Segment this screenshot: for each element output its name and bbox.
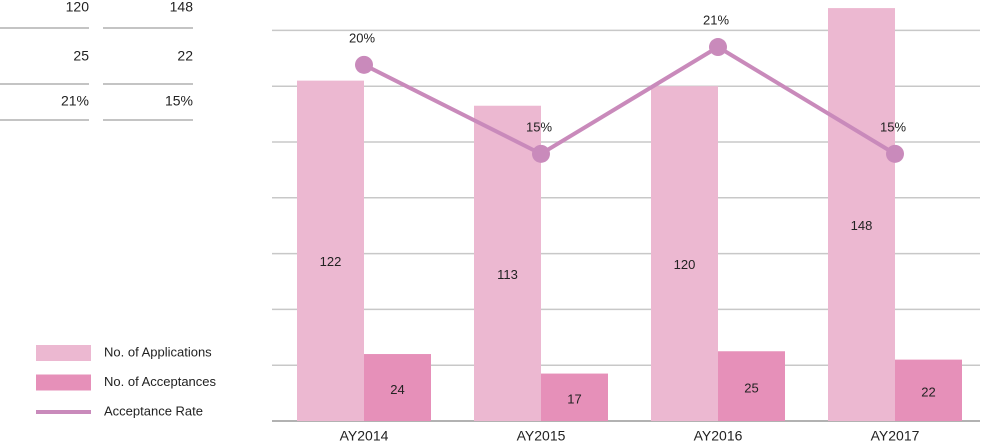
legend-swatch <box>36 410 91 414</box>
table-cell: 22 <box>177 48 193 64</box>
rate-label: 15% <box>526 119 552 134</box>
bar <box>828 8 895 422</box>
rate-line <box>363 44 897 157</box>
rate-label: 20% <box>349 30 375 45</box>
x-tick-label: AY2014 <box>340 428 389 444</box>
table-cell: 15% <box>165 93 193 109</box>
bar <box>895 359 962 421</box>
rate-point <box>355 55 373 74</box>
bar-label: 113 <box>497 267 518 282</box>
bar <box>474 105 541 421</box>
x-tick-label: AY2016 <box>694 428 743 444</box>
rate-label: 15% <box>880 119 906 134</box>
rate-label: 21% <box>703 12 729 27</box>
bar <box>364 354 431 421</box>
legend-label: Acceptance Rate <box>104 403 203 418</box>
legend-swatch <box>36 345 91 361</box>
bar <box>297 80 364 422</box>
table-cell: 21% <box>61 93 89 109</box>
table-cell: 120 <box>66 0 90 15</box>
legend-label: No. of Applications <box>104 344 212 359</box>
x-tick-label: AY2015 <box>517 428 566 444</box>
legend-swatch <box>36 374 91 391</box>
bar <box>651 86 718 421</box>
rate-point <box>709 38 727 57</box>
table-cell: 25 <box>73 48 89 64</box>
table-cell: 148 <box>170 0 194 15</box>
bar-label: 24 <box>390 382 404 397</box>
rate-point <box>886 144 904 163</box>
rate-point <box>532 144 550 163</box>
bar-label: 120 <box>674 257 696 272</box>
bar <box>718 351 785 421</box>
bar <box>541 373 608 421</box>
legend-label: No. of Acceptances <box>104 374 217 389</box>
x-tick-label: AY2017 <box>871 428 920 444</box>
bar-label: 22 <box>921 385 935 400</box>
bar-label: 122 <box>320 254 342 269</box>
bar-label: 25 <box>744 381 758 396</box>
bar-label: 17 <box>567 392 581 407</box>
bar-label: 148 <box>851 218 873 233</box>
